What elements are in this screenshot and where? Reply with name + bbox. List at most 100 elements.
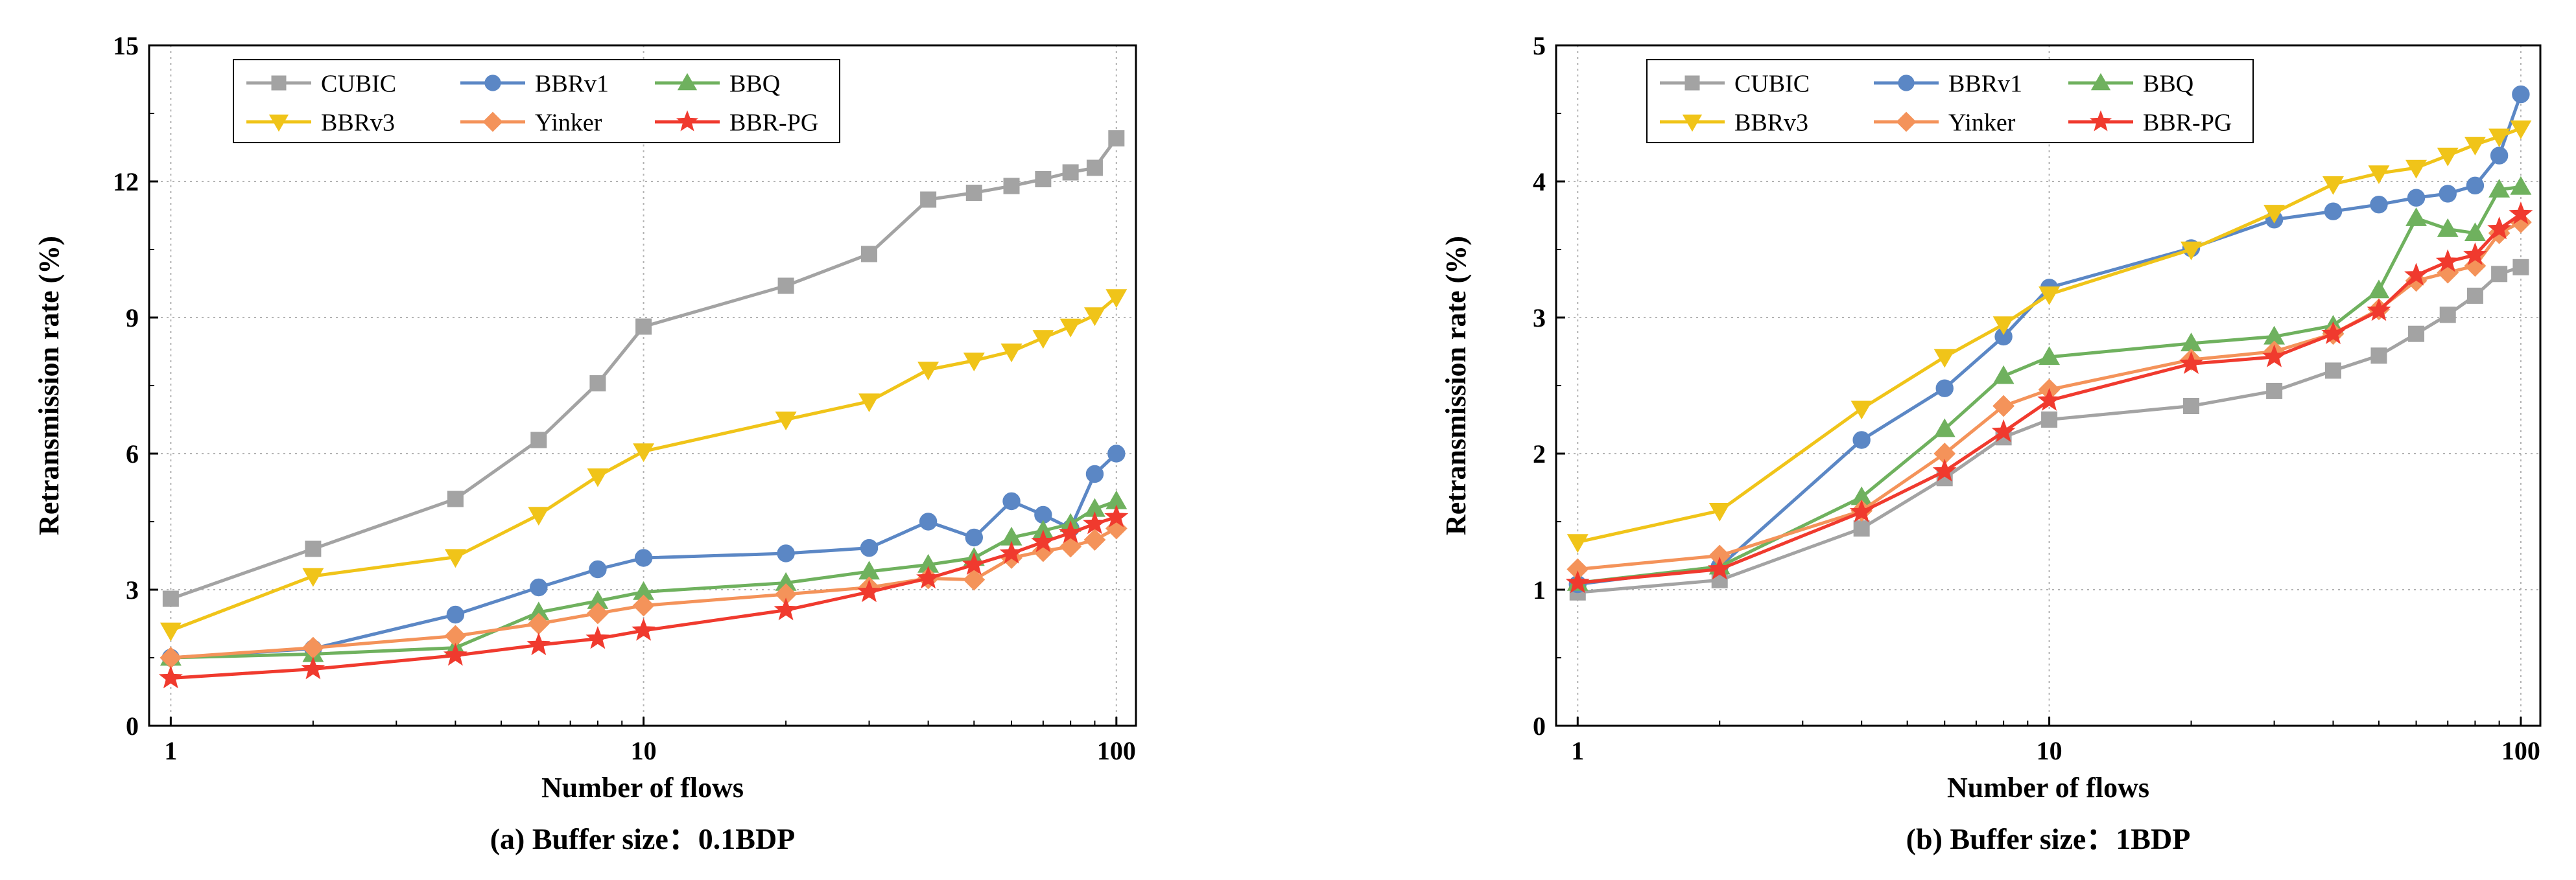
data-point — [2437, 147, 2459, 167]
data-point — [1058, 520, 1083, 544]
data-point — [965, 528, 983, 547]
data-point — [1849, 499, 1874, 523]
data-point — [1850, 400, 1873, 420]
data-point — [2488, 178, 2511, 198]
data-point — [2437, 218, 2459, 237]
data-point — [1031, 529, 1056, 553]
data-point — [160, 622, 182, 642]
data-point — [2370, 347, 2387, 364]
data-point — [962, 552, 986, 575]
data-point — [162, 590, 179, 607]
y-tick-label: 5 — [1533, 31, 1546, 60]
legend-label: Yinker — [535, 109, 602, 136]
data-point — [2408, 325, 2425, 342]
data-point — [1059, 535, 1082, 558]
panel-caption: (b) Buffer size：1BDP — [1906, 822, 2191, 855]
data-point — [2466, 287, 2483, 304]
data-point — [632, 594, 655, 617]
data-point — [2463, 242, 2487, 266]
legend-item: Yinker — [1874, 109, 2016, 136]
series-bbrv3 — [160, 289, 1128, 642]
data-point — [1708, 503, 1731, 522]
data-point — [2404, 262, 2429, 286]
y-tick-label: 9 — [126, 303, 139, 332]
legend-marker — [268, 114, 289, 132]
data-point — [2466, 176, 2485, 194]
data-point — [2370, 196, 2388, 214]
data-point — [2038, 286, 2061, 305]
data-point — [2487, 216, 2512, 240]
data-point — [530, 578, 548, 597]
y-tick-label: 3 — [1533, 303, 1546, 332]
data-point — [1082, 511, 1107, 535]
data-point — [305, 540, 322, 557]
data-point — [963, 568, 986, 591]
legend-item: BBR-PG — [655, 109, 818, 136]
data-point — [965, 185, 982, 201]
legend-item: BBR-PG — [2068, 109, 2232, 136]
data-point — [2324, 362, 2341, 379]
x-tick-label: 100 — [2501, 736, 2540, 765]
legend-marker — [1898, 75, 1915, 91]
legend-marker — [677, 73, 698, 91]
data-point — [917, 362, 939, 381]
data-point — [1108, 130, 1125, 146]
y-tick-label: 15 — [113, 31, 139, 60]
data-point — [1565, 570, 1590, 594]
data-point — [2038, 346, 2061, 365]
data-point — [444, 549, 466, 568]
data-point — [443, 643, 467, 666]
data-point — [2262, 344, 2287, 367]
legend-item: BBRv3 — [1660, 109, 1808, 136]
y-tick-label: 12 — [113, 167, 139, 196]
legend-label: Yinker — [1948, 109, 2016, 136]
data-point — [1992, 365, 2015, 384]
data-point — [919, 513, 938, 531]
y-tick-label: 3 — [126, 575, 139, 605]
data-point — [2405, 159, 2428, 179]
data-point — [2510, 176, 2532, 195]
data-point — [999, 540, 1024, 564]
data-point — [2435, 249, 2460, 272]
data-point — [2464, 222, 2486, 241]
data-point — [2266, 382, 2283, 399]
y-tick-label: 4 — [1533, 167, 1546, 196]
data-point — [1707, 557, 1732, 580]
data-point — [920, 191, 937, 208]
data-point — [301, 656, 325, 680]
data-point — [1105, 289, 1128, 308]
data-point — [2179, 351, 2203, 375]
y-axis-label: Retransmission rate (%) — [1440, 236, 1472, 535]
data-point — [158, 666, 183, 689]
data-point — [587, 468, 609, 487]
legend-marker — [271, 75, 287, 91]
data-point — [585, 626, 610, 649]
data-point — [589, 375, 606, 391]
data-point — [1059, 318, 1081, 338]
y-axis-label: Retransmission rate (%) — [33, 236, 65, 535]
data-point — [1003, 178, 1020, 194]
data-point — [1000, 343, 1022, 363]
legend-label: BBRv3 — [1734, 109, 1808, 136]
series-bbq — [1566, 176, 2532, 591]
data-point — [1086, 159, 1103, 176]
legend-marker — [1684, 75, 1700, 91]
data-point — [777, 544, 795, 562]
legend-marker — [1682, 114, 1703, 132]
data-point — [1107, 445, 1126, 463]
data-point — [302, 568, 324, 587]
data-point — [2464, 137, 2486, 156]
legend-marker — [2089, 110, 2112, 132]
data-point — [1992, 395, 2015, 417]
data-point — [777, 277, 794, 294]
data-point — [530, 432, 547, 448]
legend-marker — [2090, 73, 2111, 91]
data-point — [860, 538, 879, 557]
legend-label: BBRv3 — [321, 109, 395, 136]
chart-panel-a: 0 3 6 9 12 15 1 10 100 Number of flows Retransmiss… — [33, 31, 1137, 855]
data-point — [857, 579, 881, 603]
data-point — [2491, 266, 2508, 283]
data-point — [1035, 171, 1052, 187]
